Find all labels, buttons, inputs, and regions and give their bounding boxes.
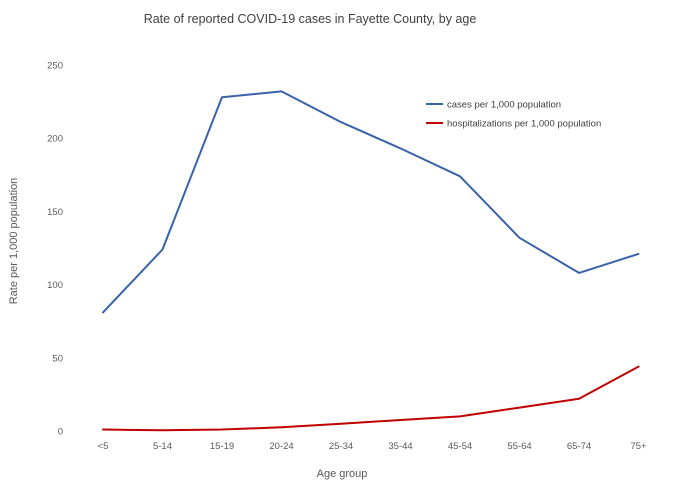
x-tick-label: 55-64	[507, 441, 531, 452]
x-axis-label: Age group	[317, 468, 368, 480]
y-tick-label: 200	[47, 134, 63, 145]
y-axis-ticks: 0 50 100 150 200 250	[47, 61, 63, 438]
x-tick-label: 25-34	[329, 441, 353, 452]
x-tick-label: 20-24	[269, 441, 293, 452]
x-tick-label: 5-14	[153, 441, 172, 452]
x-axis-ticks: <5 5-14 15-19 20-24 25-34 35-44 45-54 55-64 65-7…	[98, 441, 647, 452]
series-lines	[102, 90, 640, 432]
x-tick-label: 65-74	[567, 441, 591, 452]
y-tick-label: 150	[47, 207, 63, 218]
y-tick-label: 100	[47, 280, 63, 291]
legend-label: cases per 1,000 population	[447, 100, 561, 111]
x-tick-label: <5	[98, 441, 109, 452]
y-tick-label: 250	[47, 61, 63, 72]
x-tick-label: 75+	[630, 441, 647, 452]
x-tick-label: 35-44	[388, 441, 412, 452]
legend: cases per 1,000 population hospitalizatio…	[426, 100, 601, 130]
y-axis-label: Rate per 1,000 population	[8, 178, 20, 305]
y-tick-label: 50	[52, 353, 63, 364]
chart-title: Rate of reported COVID-19 cases in Fayet…	[144, 12, 477, 26]
legend-label: hospitalizations per 1,000 population	[447, 119, 601, 130]
series-line-cases	[102, 90, 640, 314]
x-tick-label: 45-54	[448, 441, 472, 452]
y-tick-label: 0	[58, 427, 63, 438]
series-line-hospitalizations	[102, 365, 640, 432]
x-tick-label: 15-19	[210, 441, 234, 452]
